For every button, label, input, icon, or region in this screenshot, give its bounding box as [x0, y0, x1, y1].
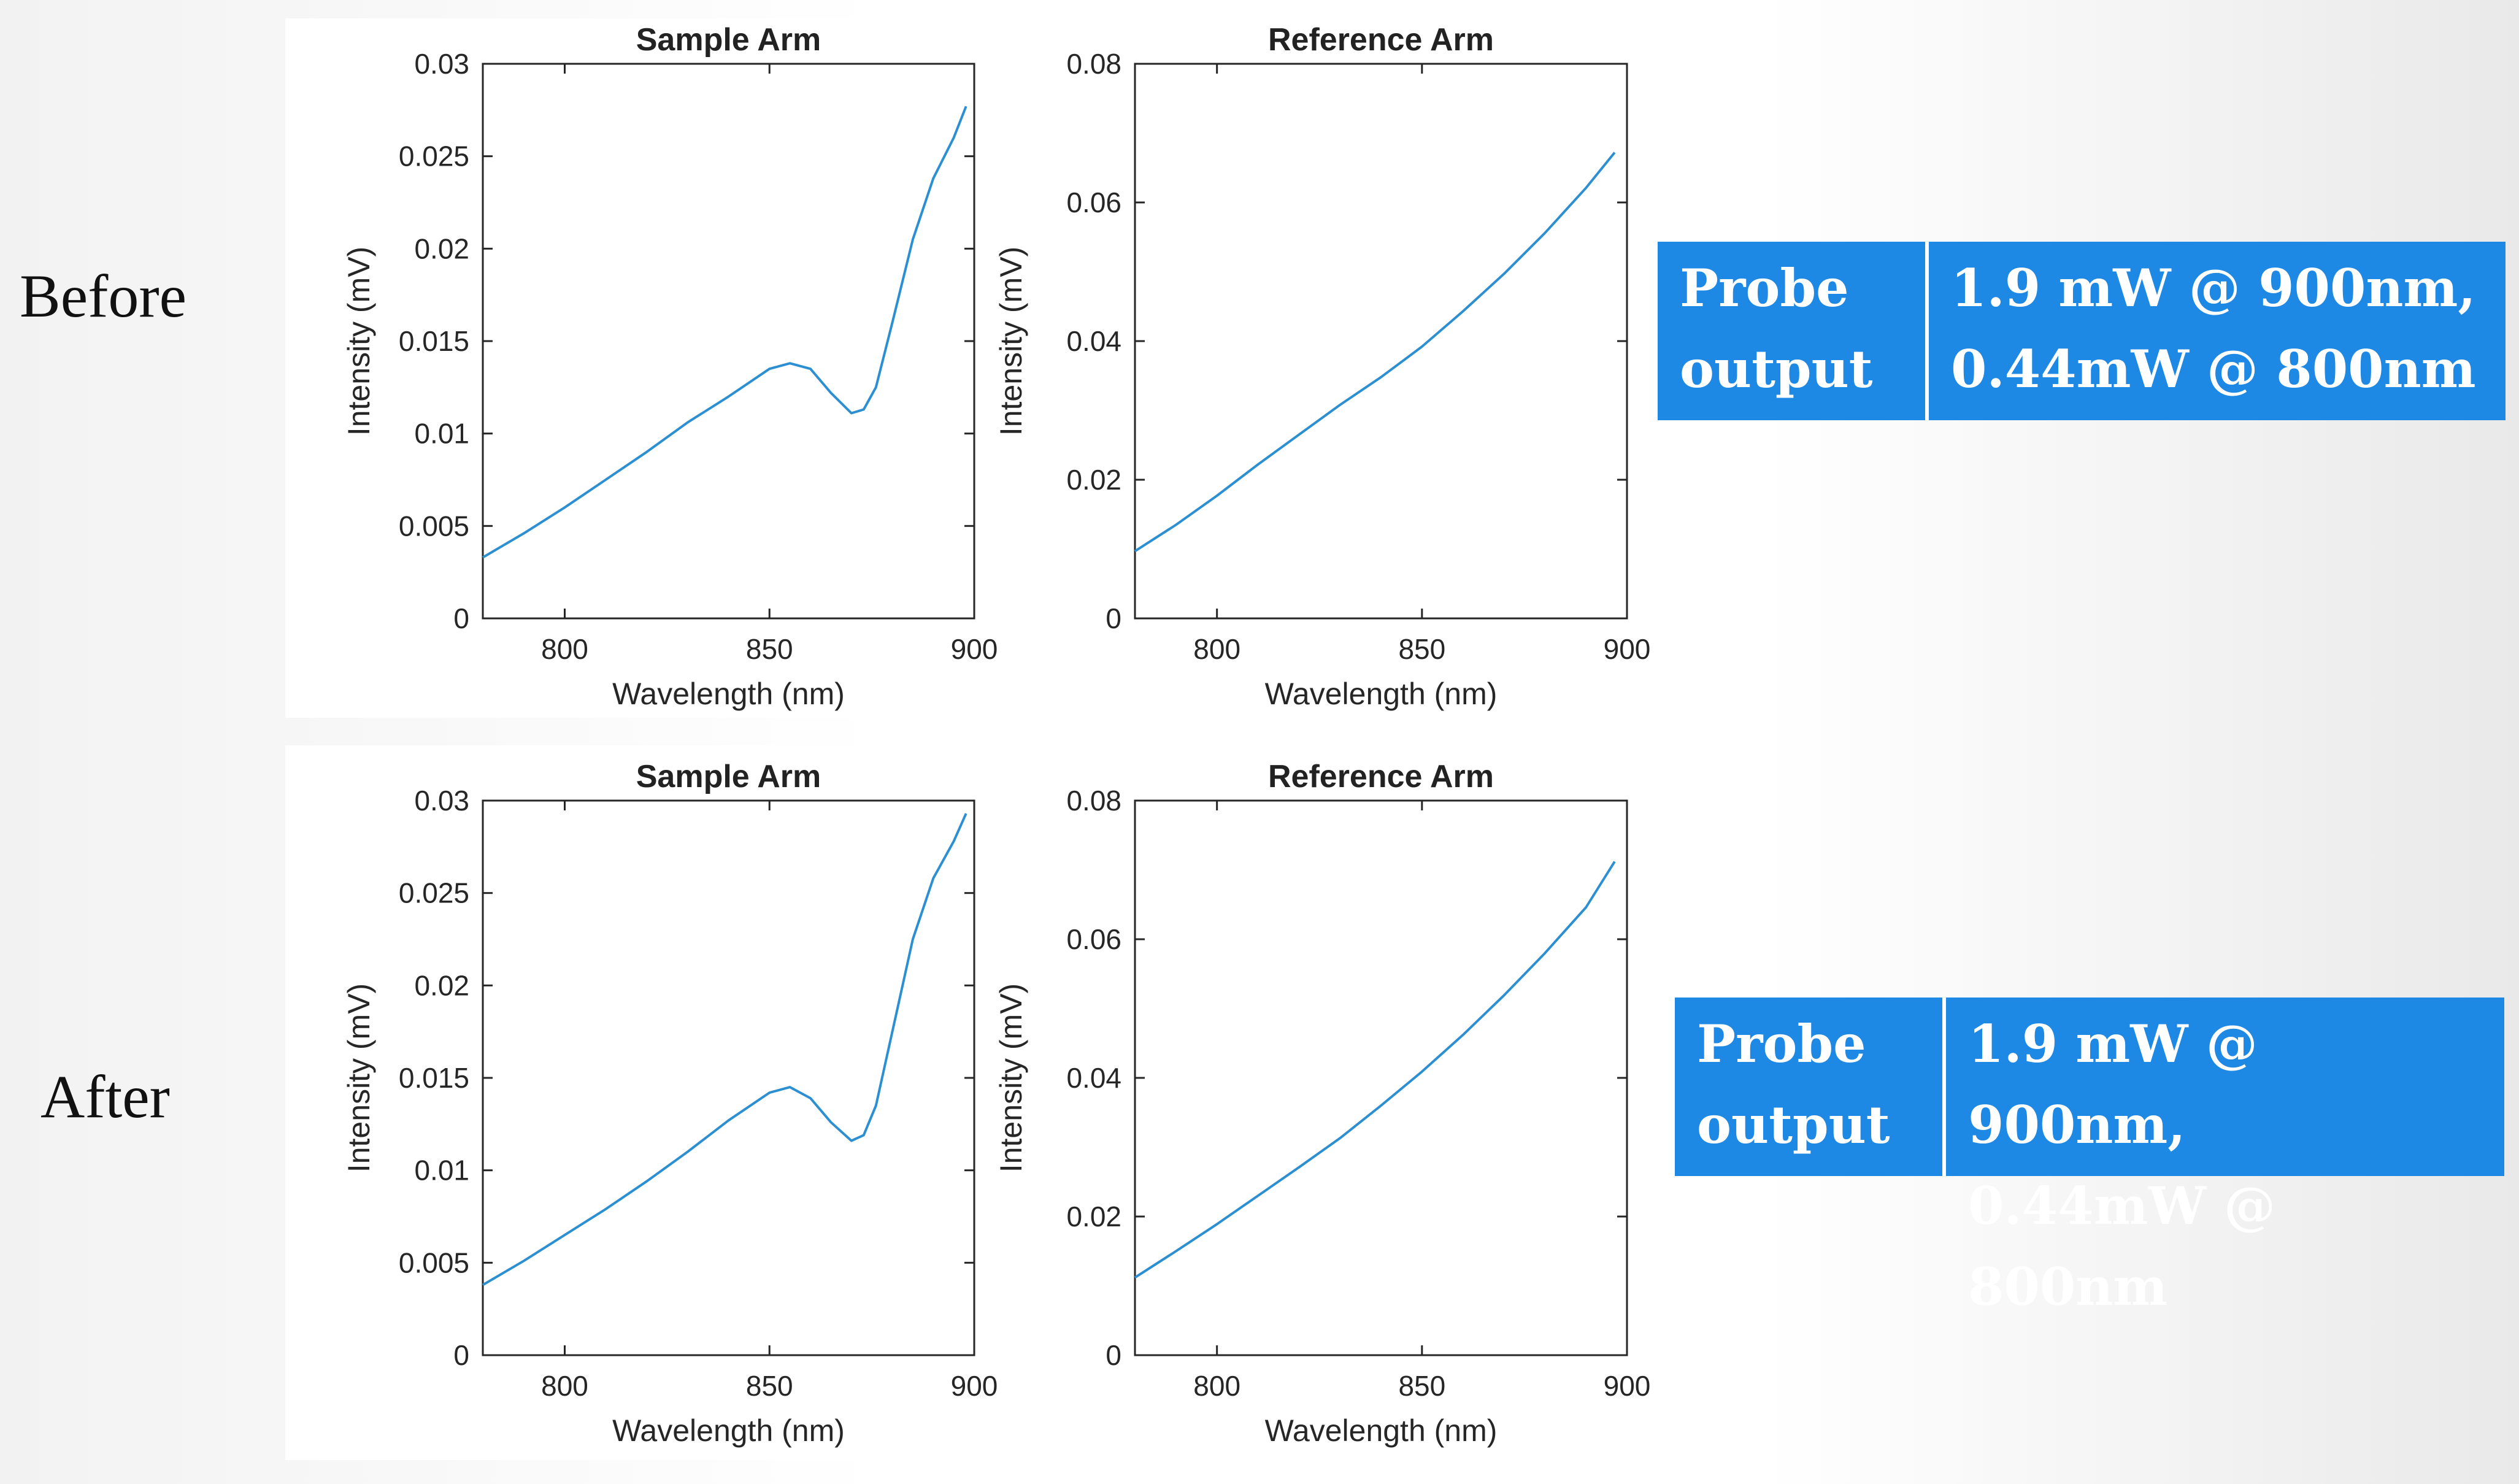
y-tick-label: 0.025 [399, 877, 469, 909]
before-probe-output-table: Probe output 1.9 mW @ 900nm, 0.44mW @ 80… [1658, 242, 2506, 420]
y-tick-label: 0.015 [399, 325, 469, 357]
y-tick-label: 0.01 [414, 1155, 469, 1186]
y-tick-label: 0 [453, 602, 469, 634]
chart-title: Reference Arm [1268, 759, 1494, 794]
chart-title: Reference Arm [1268, 22, 1494, 58]
chart-title: Sample Arm [636, 22, 821, 58]
y-tick-label: 0.04 [1066, 325, 1121, 357]
y-tick-label: 0.015 [399, 1062, 469, 1094]
y-axis-label: Intensity (mV) [994, 983, 1028, 1172]
y-tick-label: 0.06 [1066, 923, 1121, 955]
y-tick-label: 0 [453, 1339, 469, 1371]
x-tick-label: 850 [746, 633, 793, 665]
x-tick-label: 800 [1193, 633, 1240, 665]
y-tick-label: 0 [1106, 1339, 1121, 1371]
probe-output-label: Probe output [1675, 998, 1946, 1176]
x-axis-label: Wavelength (nm) [612, 677, 845, 711]
y-tick-label: 0.01 [414, 418, 469, 450]
y-tick-label: 0.08 [1066, 48, 1121, 80]
probe-output-value: 1.9 mW @ 900nm, 0.44mW @ 800nm [1929, 242, 2506, 420]
y-tick-label: 0.005 [399, 510, 469, 542]
plot-area [1134, 63, 1628, 620]
x-tick-label: 850 [1398, 1370, 1445, 1402]
series-line [1134, 861, 1616, 1279]
y-axis-label: Intensity (mV) [994, 247, 1028, 436]
x-axis-label: Wavelength (nm) [1265, 1413, 1498, 1448]
series-line [482, 813, 967, 1286]
x-tick-label: 800 [541, 1370, 588, 1402]
x-tick-label: 800 [541, 633, 588, 665]
before-row-label: Before [20, 262, 187, 330]
x-axis-label: Wavelength (nm) [1265, 677, 1498, 711]
y-tick-label: 0.02 [414, 969, 469, 1001]
x-axis-label: Wavelength (nm) [612, 1413, 845, 1448]
x-tick-label: 850 [746, 1370, 793, 1402]
after-row-label: After [40, 1063, 170, 1131]
plot-area [482, 63, 975, 620]
y-tick-label: 0.03 [414, 48, 469, 80]
y-tick-label: 0.025 [399, 140, 469, 172]
x-tick-label: 900 [1604, 1370, 1651, 1402]
y-tick-label: 0.04 [1066, 1062, 1121, 1094]
probe-output-value: 1.9 mW @ 900nm, 0.44mW @ 800nm [1946, 998, 2504, 1317]
y-tick-label: 0.03 [414, 785, 469, 817]
after-probe-output-table: Probe output 1.9 mW @ 900nm, 0.44mW @ 80… [1675, 998, 2504, 1317]
series-line [482, 106, 967, 559]
y-tick-label: 0 [1106, 602, 1121, 634]
y-axis-label: Intensity (mV) [342, 247, 376, 436]
plot-area [1134, 799, 1628, 1356]
plot-area [482, 799, 975, 1356]
x-tick-label: 850 [1398, 633, 1445, 665]
y-tick-label: 0.02 [1066, 1201, 1121, 1232]
x-tick-label: 900 [951, 633, 998, 665]
y-tick-label: 0.02 [414, 233, 469, 264]
x-tick-label: 900 [951, 1370, 998, 1402]
series-line [1134, 152, 1616, 553]
x-tick-label: 800 [1193, 1370, 1240, 1402]
y-tick-label: 0.06 [1066, 186, 1121, 218]
x-tick-label: 900 [1604, 633, 1651, 665]
probe-output-label: Probe output [1658, 242, 1929, 420]
y-tick-label: 0.02 [1066, 464, 1121, 496]
y-tick-label: 0.005 [399, 1247, 469, 1278]
y-axis-label: Intensity (mV) [342, 983, 376, 1172]
chart-title: Sample Arm [636, 759, 821, 794]
y-tick-label: 0.08 [1066, 785, 1121, 817]
